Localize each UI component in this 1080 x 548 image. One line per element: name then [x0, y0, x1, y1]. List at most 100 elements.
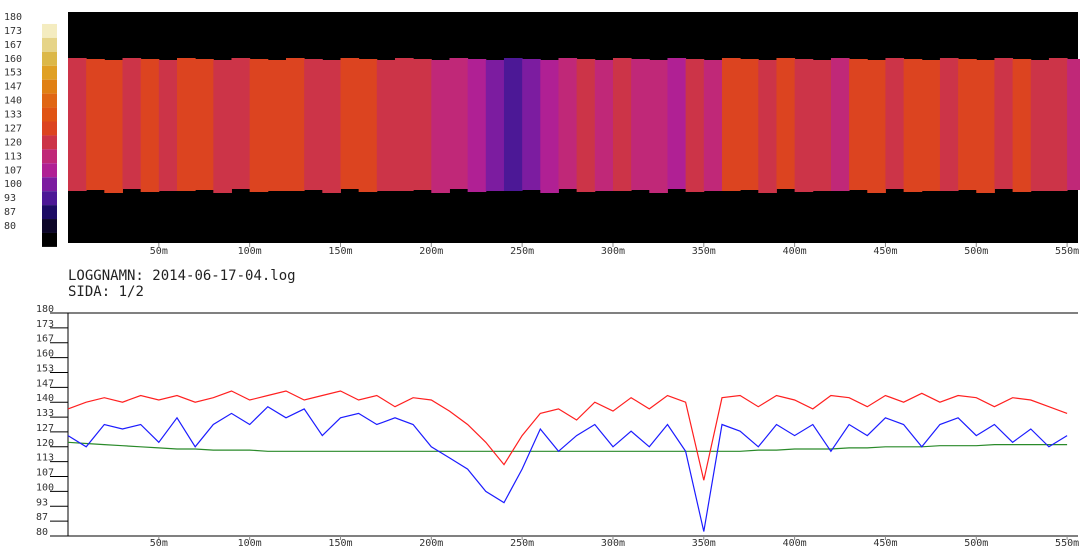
heatmap-cell — [195, 59, 214, 190]
heatmap-cell — [976, 60, 995, 193]
colorbar-swatch — [42, 107, 57, 122]
heatmap-cell — [1030, 60, 1050, 191]
colorbar-swatch — [42, 65, 57, 80]
heatmap-cell — [740, 59, 759, 190]
heatmap-cell — [921, 60, 941, 191]
y-tick-label: 167 — [36, 334, 54, 345]
heatmap-cell — [449, 58, 469, 189]
x-tick-label: 500m — [964, 246, 988, 257]
heatmap-cell — [540, 60, 559, 193]
x-tick-label: 250m — [510, 538, 534, 548]
heatmap-cell — [885, 58, 905, 189]
heatmap-cell — [667, 58, 687, 189]
y-tick-label: 127 — [36, 423, 54, 434]
colorbar-label: 167 — [4, 40, 22, 51]
colorbar-swatch — [42, 219, 57, 233]
heatmap-cell — [903, 59, 923, 192]
heatmap-cell — [1048, 58, 1068, 191]
x-tick-label: 100m — [238, 246, 262, 257]
heatmap-cell — [304, 59, 323, 190]
x-tick-label: 400m — [783, 246, 807, 257]
heatmap-cell — [267, 60, 287, 191]
heatmap-cell — [1012, 59, 1032, 192]
heatmap-cell — [376, 60, 396, 191]
heatmap-cell — [431, 60, 450, 193]
series-line — [67, 441, 1068, 452]
x-tick-label: 450m — [873, 538, 897, 548]
heatmap-cell — [830, 58, 850, 191]
colorbar-label: 153 — [4, 68, 22, 79]
colorbar-swatch — [42, 149, 57, 164]
heatmap-cell — [849, 59, 868, 190]
colorbar-label: 140 — [4, 96, 22, 107]
x-tick-label: 150m — [328, 246, 352, 257]
colorbar-swatch — [42, 232, 57, 247]
heatmap-cell — [158, 60, 178, 191]
heatmap-cell — [649, 60, 668, 193]
x-tick-label: 200m — [419, 538, 443, 548]
heatmap-cell — [122, 58, 142, 189]
heatmap-cell — [703, 60, 723, 191]
heatmap-cell — [413, 59, 432, 190]
y-tick-label: 160 — [36, 349, 54, 360]
colorbar-swatch — [42, 23, 57, 38]
y-tick-label: 113 — [36, 453, 54, 464]
colorbar-label: 120 — [4, 137, 22, 148]
heatmap-cell — [467, 59, 487, 192]
heatmap-cell — [394, 58, 414, 191]
colorbar-label: 113 — [4, 151, 22, 162]
heatmap-cell — [612, 58, 632, 191]
colorbar-label: 173 — [4, 26, 22, 37]
heatmap-cell — [867, 60, 886, 193]
colorbar-swatch — [42, 93, 57, 108]
x-tick-label: 300m — [601, 538, 625, 548]
heatmap-cell — [358, 59, 378, 192]
heatmap-cell — [322, 60, 341, 193]
log-label: LOGGNAMN: — [68, 268, 144, 284]
heatmap-cell — [231, 58, 251, 189]
heatmap-cell — [1067, 59, 1080, 190]
heatmap-cell — [631, 59, 650, 190]
heatmap-cell — [522, 59, 541, 190]
heatmap-cell — [776, 58, 796, 189]
page-value: 1/2 — [119, 284, 144, 300]
series-line — [67, 390, 1068, 481]
heatmap-cell — [939, 58, 959, 191]
y-tick-label: 80 — [36, 527, 48, 538]
x-tick-label: 250m — [510, 246, 534, 257]
heatmap-cell — [503, 58, 523, 191]
colorbar-label: 160 — [4, 54, 22, 65]
x-tick-label: 350m — [692, 538, 716, 548]
heatmap-cell — [140, 59, 160, 192]
colorbar-swatch — [42, 191, 57, 206]
heatmap-cell — [213, 60, 232, 193]
x-tick-label: 50m — [150, 538, 168, 548]
series-line — [67, 405, 1068, 532]
y-tick-label: 180 — [36, 304, 54, 315]
heatmap-cell — [685, 59, 705, 192]
x-tick-label: 500m — [964, 538, 988, 548]
y-tick-label: 87 — [36, 512, 48, 523]
heatmap-cell — [994, 58, 1014, 189]
y-tick-label: 93 — [36, 497, 48, 508]
page-number: SIDA: 1/2 — [68, 284, 144, 300]
x-tick-label: 300m — [601, 246, 625, 257]
x-tick-label: 550m — [1055, 246, 1079, 257]
colorbar-label: 107 — [4, 165, 22, 176]
log-name: LOGGNAMN: 2014-06-17-04.log — [68, 268, 296, 284]
heatmap-cell — [794, 59, 814, 192]
heatmap-cell — [104, 60, 123, 193]
colorbar-label: 93 — [4, 193, 16, 204]
y-tick-label: 107 — [36, 468, 54, 479]
colorbar-swatch — [42, 79, 57, 94]
y-tick-label: 133 — [36, 408, 54, 419]
colorbar-swatch — [42, 37, 57, 52]
x-tick-label: 50m — [150, 246, 168, 257]
log-value: 2014-06-17-04.log — [152, 268, 295, 284]
colorbar-swatch — [42, 51, 57, 66]
colorbar-swatch — [42, 177, 57, 192]
heatmap-cell — [285, 58, 305, 191]
heatmap-cell — [68, 58, 87, 191]
y-tick-label: 147 — [36, 378, 54, 389]
